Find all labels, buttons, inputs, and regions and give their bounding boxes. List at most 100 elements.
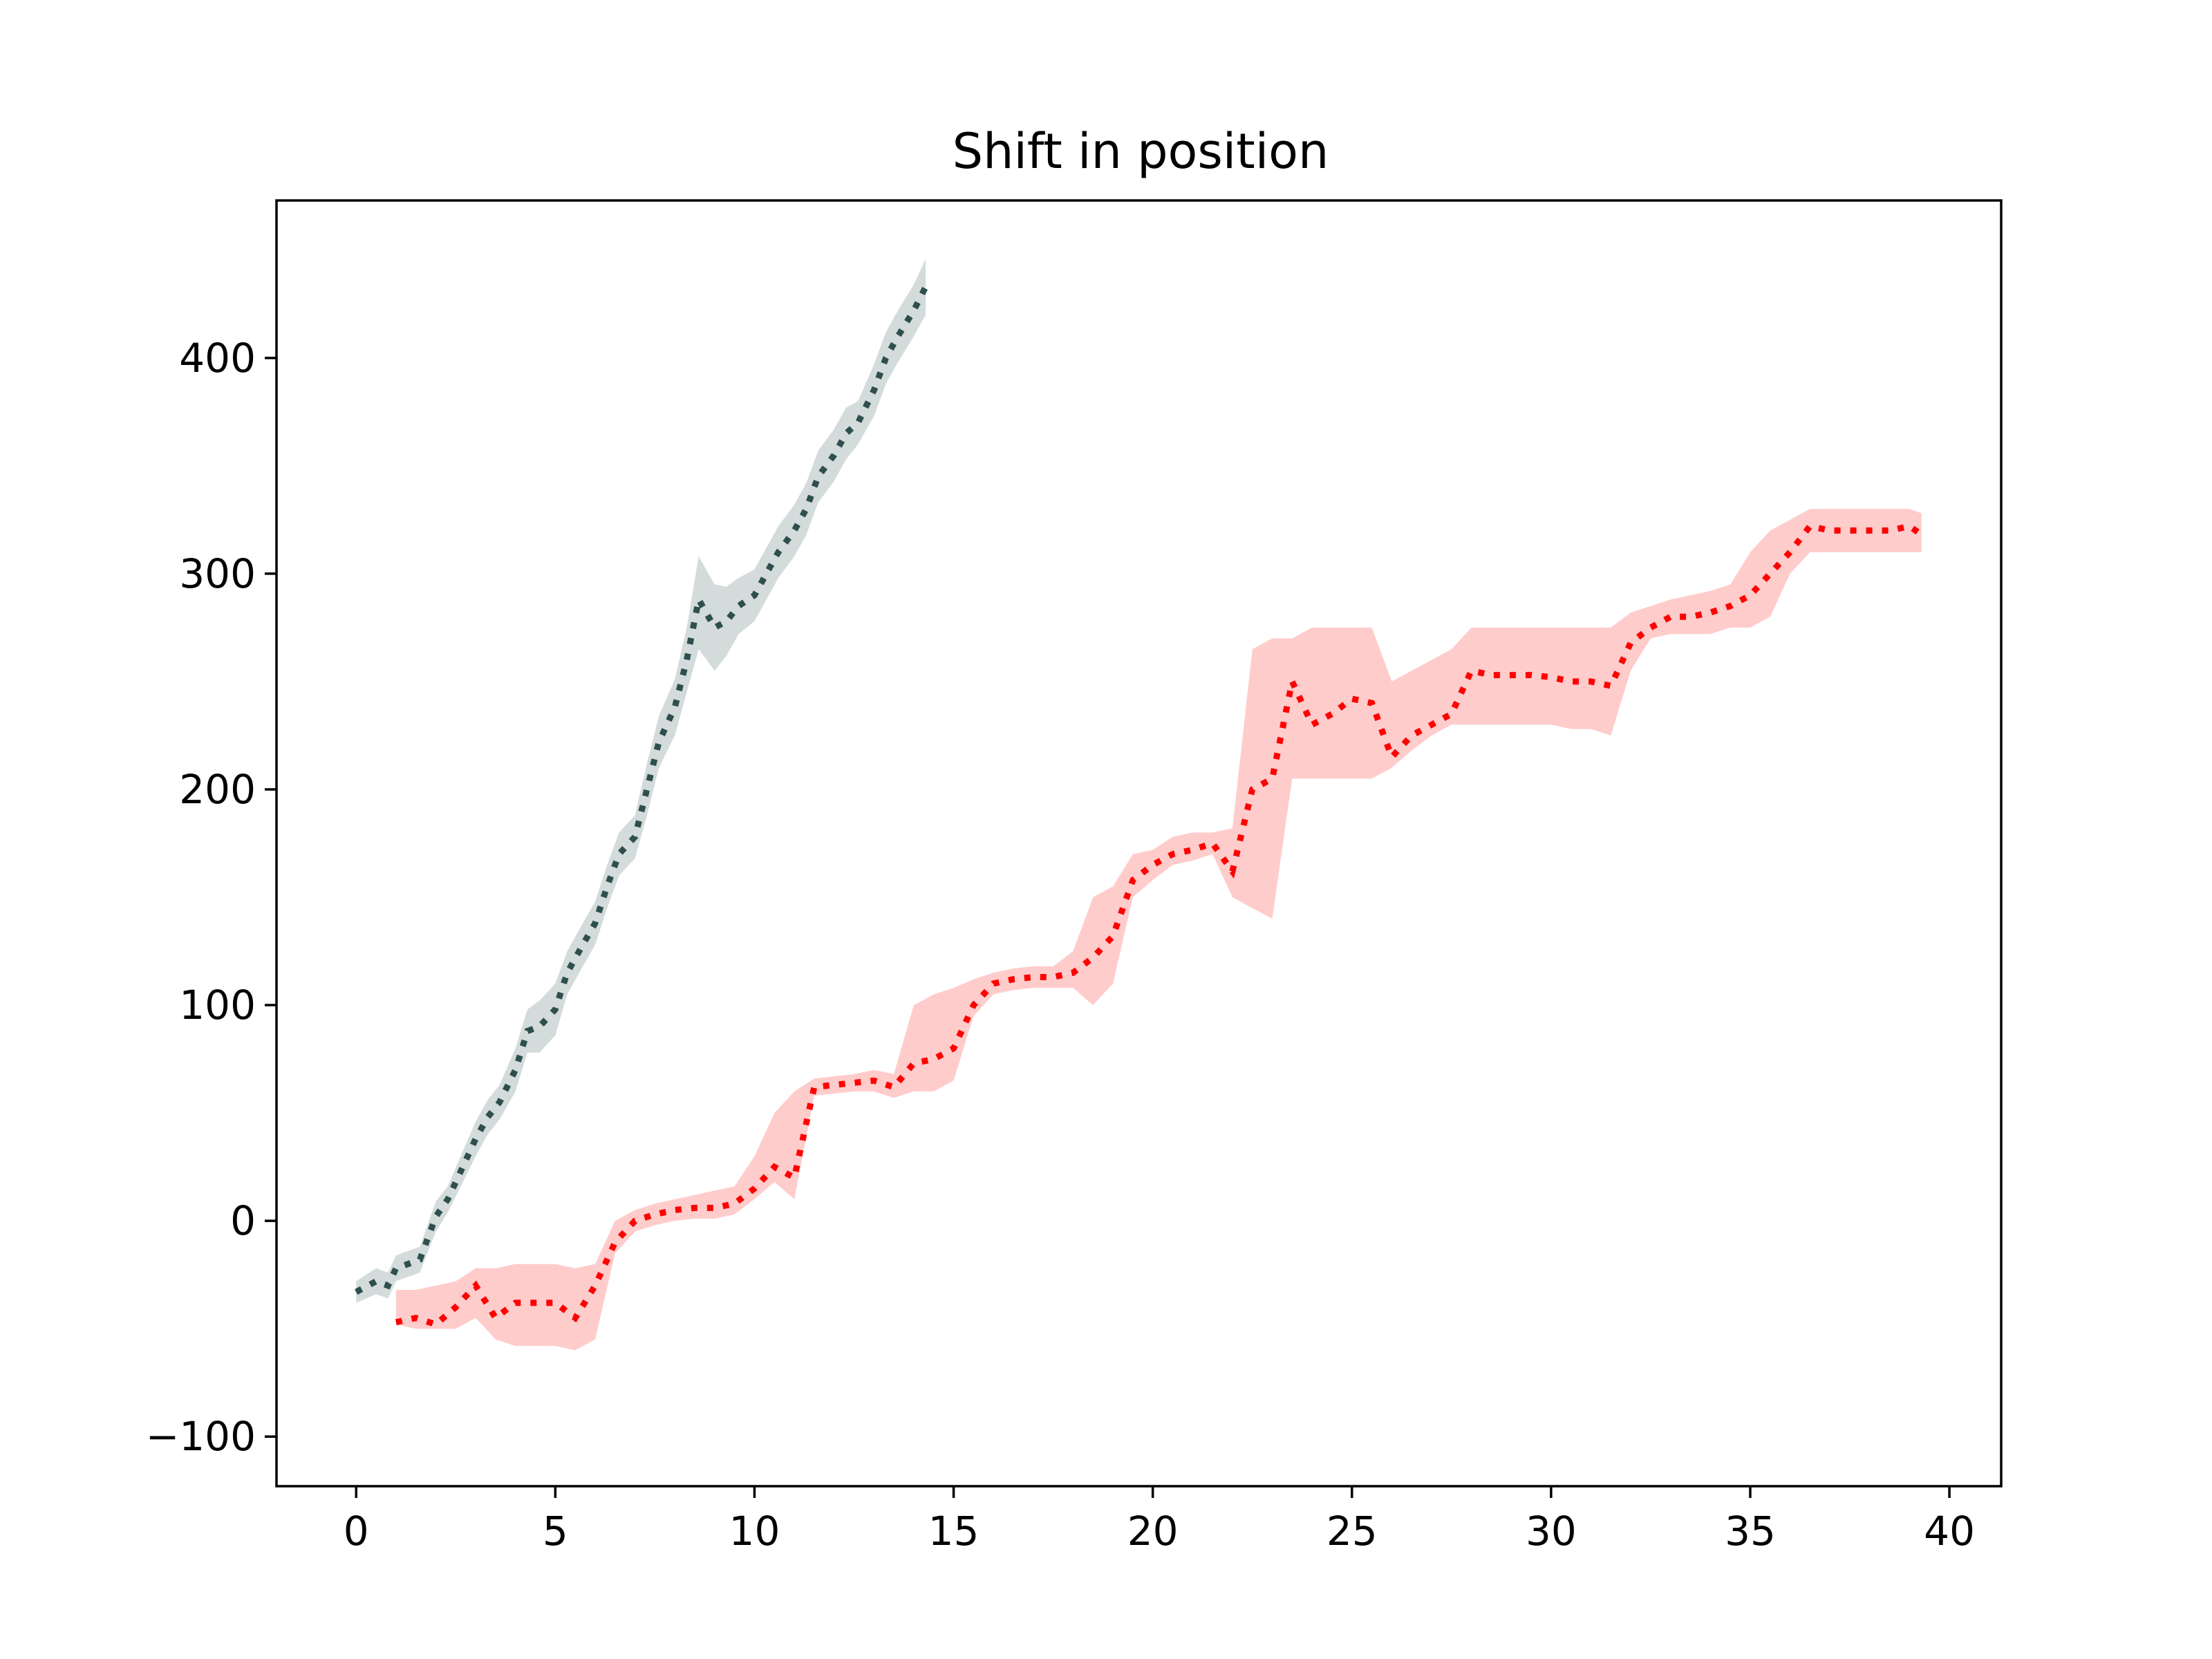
series-0-point <box>515 1069 516 1071</box>
series-1-point <box>635 1220 636 1221</box>
series-1-point <box>1530 675 1532 676</box>
series-0-point <box>499 1102 500 1103</box>
series-1-point <box>395 1322 397 1323</box>
series-1-point <box>1072 972 1074 973</box>
series-0-point <box>925 286 926 288</box>
y-tick-label: 100 <box>179 982 256 1029</box>
y-axis: −100 0 100 200 300 400 <box>146 335 276 1460</box>
series-1-point <box>1650 627 1651 628</box>
x-tick-label: 35 <box>1725 1508 1776 1555</box>
series-1-point <box>1152 864 1154 865</box>
series-1-point <box>1331 713 1333 715</box>
series-1-point <box>1889 530 1891 532</box>
series-1-point <box>1192 849 1193 850</box>
series-0-point <box>435 1216 437 1217</box>
series-0-point <box>594 923 596 924</box>
series-1-point <box>993 983 994 984</box>
series-0-point <box>726 621 727 622</box>
y-tick-label: −100 <box>146 1413 256 1460</box>
series-0-point <box>698 599 700 600</box>
series-0-point <box>387 1285 388 1286</box>
series-1-point <box>913 1062 915 1064</box>
series-1-point <box>574 1318 576 1319</box>
series-1-point <box>1232 871 1233 872</box>
series-1-point <box>554 1302 556 1304</box>
series-1-band <box>395 509 1922 1351</box>
series-0-point <box>913 310 915 311</box>
series-1-point <box>1132 879 1134 881</box>
series-1-point <box>1770 573 1771 574</box>
series-1-point <box>1869 530 1871 532</box>
x-tick-label: 5 <box>543 1508 568 1555</box>
series-1-point <box>1311 724 1313 725</box>
series-1-point <box>873 1080 874 1081</box>
x-tick-label: 25 <box>1327 1508 1378 1555</box>
series-0-point <box>674 706 675 708</box>
series-1-point <box>1451 713 1452 715</box>
series-1-point <box>1670 616 1671 617</box>
series-1-point <box>1909 525 1911 527</box>
series-0-point <box>857 422 859 423</box>
series-0-point <box>459 1173 460 1174</box>
series-0-point <box>845 433 847 434</box>
series-1-point <box>1610 685 1611 686</box>
series-1-point <box>615 1241 616 1243</box>
confidence-bands <box>356 259 1922 1351</box>
series-0-point <box>355 1291 357 1293</box>
series-1-point <box>714 1207 715 1208</box>
series-0-point <box>885 357 887 359</box>
series-1-point <box>1550 677 1552 678</box>
series-0-point <box>419 1259 420 1260</box>
series-0-point <box>395 1268 397 1269</box>
series-1-point <box>1849 530 1850 532</box>
series-0-point <box>635 836 636 838</box>
series-0-point <box>527 1031 528 1032</box>
series-1-point <box>1690 616 1691 617</box>
y-tick-label: 300 <box>179 550 256 597</box>
series-1-point <box>1013 979 1014 980</box>
series-1-point <box>475 1285 476 1286</box>
series-1-point <box>1252 789 1253 790</box>
series-1-point <box>694 1207 695 1208</box>
series-0-point <box>686 659 688 661</box>
series-1-point <box>674 1210 675 1211</box>
series-0-band <box>356 259 926 1303</box>
series-1-point <box>535 1302 536 1304</box>
x-axis: 0 5 10 15 20 25 30 35 40 <box>344 1486 1975 1555</box>
series-0-point <box>818 476 819 478</box>
series-0-point <box>646 789 648 790</box>
series-1-point <box>1571 681 1572 682</box>
series-1-point <box>734 1203 735 1204</box>
series-1-point <box>1053 977 1054 978</box>
series-1-point <box>754 1188 756 1189</box>
x-tick-label: 10 <box>729 1508 780 1555</box>
x-tick-label: 15 <box>928 1508 980 1555</box>
series-1-point <box>1829 530 1830 532</box>
series-0-point <box>447 1199 449 1200</box>
x-tick-label: 30 <box>1526 1508 1577 1555</box>
series-1-point <box>774 1166 775 1168</box>
series-1-point <box>933 1058 935 1060</box>
chart-title: Shift in position <box>953 123 1329 180</box>
series-1-point <box>973 1004 974 1006</box>
y-tick-label: 0 <box>230 1197 256 1244</box>
series-1-point <box>1750 594 1751 596</box>
series-1-point <box>1272 778 1273 779</box>
series-1-point <box>1809 525 1810 527</box>
series-0-point <box>475 1138 476 1140</box>
series-1-point <box>1172 854 1174 855</box>
series-1-point <box>953 1048 955 1049</box>
series-0-point <box>538 1026 540 1027</box>
series-0-point <box>794 530 795 532</box>
series-1-point <box>1730 606 1731 607</box>
series-1-point <box>1790 552 1791 553</box>
series-1-point <box>415 1318 417 1319</box>
series-1-point <box>1591 681 1592 682</box>
series-1-point <box>1033 977 1034 978</box>
series-1-point <box>1371 702 1373 704</box>
series-0-point <box>738 606 739 607</box>
series-1-point <box>794 1177 795 1179</box>
series-1-point <box>495 1318 496 1319</box>
